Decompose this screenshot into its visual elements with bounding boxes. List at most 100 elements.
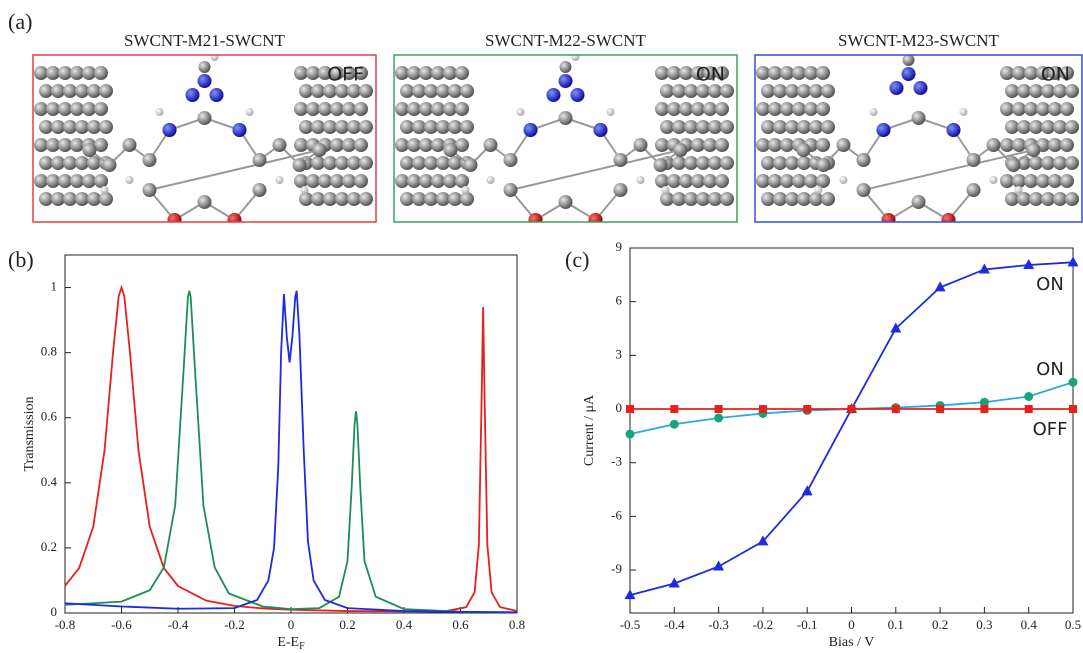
atom: [1041, 192, 1055, 206]
atom: [804, 66, 818, 80]
atom: [311, 84, 325, 98]
atom: [294, 174, 308, 188]
atom: [768, 174, 782, 188]
atom: [75, 120, 89, 134]
atom: [483, 138, 498, 152]
atom: [768, 66, 782, 80]
atom: [342, 174, 356, 188]
atom: [816, 174, 830, 188]
atom: [323, 156, 337, 170]
y-tick-label: 0: [616, 400, 623, 415]
atom: [330, 138, 344, 152]
marker: [758, 405, 767, 414]
atom: [1036, 102, 1050, 116]
atom: [400, 192, 414, 206]
atom: [395, 174, 409, 188]
atom: [946, 123, 961, 137]
atom: [359, 120, 373, 134]
atom: [39, 192, 53, 206]
atom: [816, 102, 830, 116]
atom: [672, 84, 686, 98]
atom: [773, 84, 787, 98]
marker: [757, 535, 769, 546]
marker: [891, 405, 900, 414]
atom: [785, 156, 799, 170]
atom: [82, 143, 97, 157]
atom: [354, 138, 368, 152]
atom: [1036, 66, 1050, 80]
atom: [720, 120, 734, 134]
atom: [342, 138, 356, 152]
atom: [63, 192, 77, 206]
atom: [272, 138, 287, 152]
x-tick-label: 0.4: [1021, 617, 1038, 632]
atom: [306, 174, 320, 188]
atom: [911, 111, 926, 125]
atom: [881, 213, 896, 222]
series-line: [64, 290, 518, 614]
atom: [292, 158, 307, 172]
atom: [660, 120, 674, 134]
atom: [761, 84, 775, 98]
atom: [761, 192, 775, 206]
atom: [407, 102, 421, 116]
switch-state: ON: [1041, 64, 1070, 86]
atom: [756, 174, 770, 188]
atom: [455, 174, 469, 188]
atom: [342, 66, 356, 80]
atom: [546, 88, 561, 102]
atom: [342, 102, 356, 116]
atom: [323, 120, 337, 134]
atom: [46, 138, 60, 152]
atom: [300, 186, 309, 194]
atom: [323, 84, 337, 98]
atom: [773, 192, 787, 206]
atom: [94, 102, 108, 116]
atom: [323, 192, 337, 206]
atom: [1017, 120, 1031, 134]
molecule-title: SWCNT-M21-SWCNT: [124, 31, 285, 50]
atom: [82, 66, 96, 80]
atom: [419, 174, 433, 188]
atom: [51, 120, 65, 134]
atom: [911, 195, 926, 209]
atom: [503, 153, 518, 167]
atom: [691, 102, 705, 116]
atom: [804, 102, 818, 116]
atom: [46, 174, 60, 188]
atom: [792, 174, 806, 188]
atom: [915, 236, 923, 244]
atom: [821, 84, 835, 98]
atom: [1036, 174, 1050, 188]
atom: [756, 138, 770, 152]
atom: [436, 84, 450, 98]
atom: [570, 88, 585, 102]
series-line: [629, 261, 1074, 596]
atom: [311, 156, 325, 170]
marker: [670, 405, 679, 414]
atom: [448, 192, 462, 206]
atom: [653, 158, 668, 172]
atom: [34, 66, 48, 80]
atom: [1012, 138, 1026, 152]
atom: [460, 120, 474, 134]
atom: [761, 120, 775, 134]
atom: [636, 176, 645, 184]
atom: [400, 84, 414, 98]
atom: [1048, 138, 1062, 152]
y-tick-label: 0: [51, 604, 58, 619]
molecule: [395, 55, 734, 222]
marker: [890, 322, 902, 333]
atom: [87, 156, 101, 170]
y-axis-label: Transmission: [22, 397, 37, 472]
atom: [486, 176, 495, 184]
atom: [167, 213, 182, 222]
atom: [1053, 192, 1067, 206]
atom: [814, 186, 823, 194]
marker: [668, 577, 680, 588]
panel-label: (c): [565, 247, 589, 272]
atom: [1065, 192, 1079, 206]
atom: [959, 108, 968, 116]
atom: [197, 195, 212, 209]
